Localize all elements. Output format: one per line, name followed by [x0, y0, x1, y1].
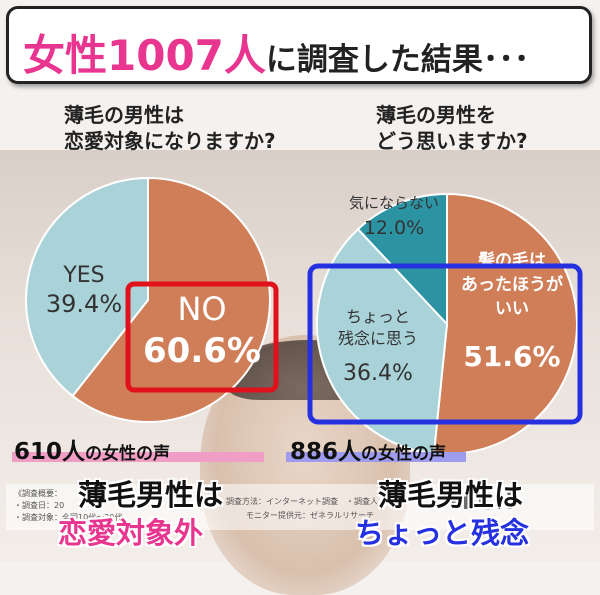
- pie2-label-a-line3: いい: [495, 299, 529, 319]
- voice2-suffix: の女性の声: [361, 444, 447, 464]
- voice1-label: 610人の女性の声: [14, 432, 170, 466]
- pie1-value-no: 60.6%: [143, 331, 261, 371]
- chart2-question-line1: 薄毛の男性を: [376, 103, 496, 127]
- pie1-label-yes: YES: [62, 263, 104, 288]
- pie1-slice-1: [25, 176, 149, 398]
- verdict2-subject: 薄毛男性は: [378, 478, 524, 512]
- pie2-slice-1: [316, 227, 449, 455]
- pie2-value-a: 51.6%: [463, 340, 560, 373]
- pie1-label-no: NO: [177, 290, 226, 328]
- pie2-value-c: 12.0%: [364, 217, 424, 239]
- voice2-underline: [286, 452, 466, 462]
- verdict1-conclusion: 恋愛対象外: [58, 516, 204, 550]
- pie2-label-a-line2: あったほうが: [461, 274, 563, 295]
- pie2-label-c: 気にならない: [349, 194, 439, 212]
- no-highlight-frame: [125, 281, 279, 393]
- source-left-line3: ・調査対象：全国10代～20代: [14, 513, 123, 522]
- banner-highlight: 女性1007人: [23, 31, 266, 80]
- pie2-slice-0: [432, 192, 578, 455]
- chart1-question-line2: 恋愛対象になりますか?: [64, 129, 276, 153]
- pie2-label-b-line2: 残念に思う: [338, 329, 418, 348]
- voice1-suffix: の女性の声: [85, 444, 171, 464]
- banner-rest: に調査した結果･･･: [265, 42, 530, 78]
- chart1-question: 薄毛の男性は 恋愛対象になりますか?: [64, 102, 276, 154]
- pie2-slice-2: [356, 192, 448, 327]
- pie-chart-2: 髪の毛はあったほうがいい51.6%ちょっと残念に思う36.4%気にならない12.…: [316, 192, 578, 455]
- chart2-question-line2: どう思いますか?: [376, 129, 528, 153]
- verdict1-subject: 薄毛男性は: [78, 478, 224, 512]
- verdict2-conclusion: ちょっと残念: [355, 516, 530, 550]
- chart2-question: 薄毛の男性を どう思いますか?: [376, 102, 528, 154]
- pie2-value-b: 36.4%: [343, 361, 413, 386]
- voice1-count: 610人: [14, 439, 86, 465]
- pie1-value-yes: 39.4%: [46, 290, 122, 318]
- survey-notes: 《調査概要： ・調査日：20 ・調査対象：全国10代～20代 調査方法：インター…: [6, 484, 594, 530]
- voice1-underline: [12, 452, 264, 462]
- pie2-label-b-line1: ちょっと: [346, 307, 410, 326]
- title-banner: 女性1007人に調査した結果･･･: [6, 6, 592, 84]
- source-right-line2: モニター提供元：ゼネラルリサーチ: [246, 511, 374, 520]
- source-left-line2: ・調査日：20: [14, 501, 65, 510]
- source-left-line1: 《調査概要：: [14, 489, 62, 498]
- voice2-count: 886人: [290, 439, 362, 465]
- highlight-frames: [125, 263, 583, 425]
- chart1-question-line1: 薄毛の男性は: [64, 103, 184, 127]
- pie1-slice-0: [71, 176, 271, 423]
- opinion-highlight-frame: [307, 263, 583, 425]
- voice2-label: 886人の女性の声: [290, 432, 446, 466]
- banner-title: 女性1007人に調査した結果･･･: [23, 22, 529, 83]
- source-right-line1: 調査方法：インターネット調査 ・調査人: [226, 497, 378, 506]
- watermark-logo: TECH: [446, 490, 515, 515]
